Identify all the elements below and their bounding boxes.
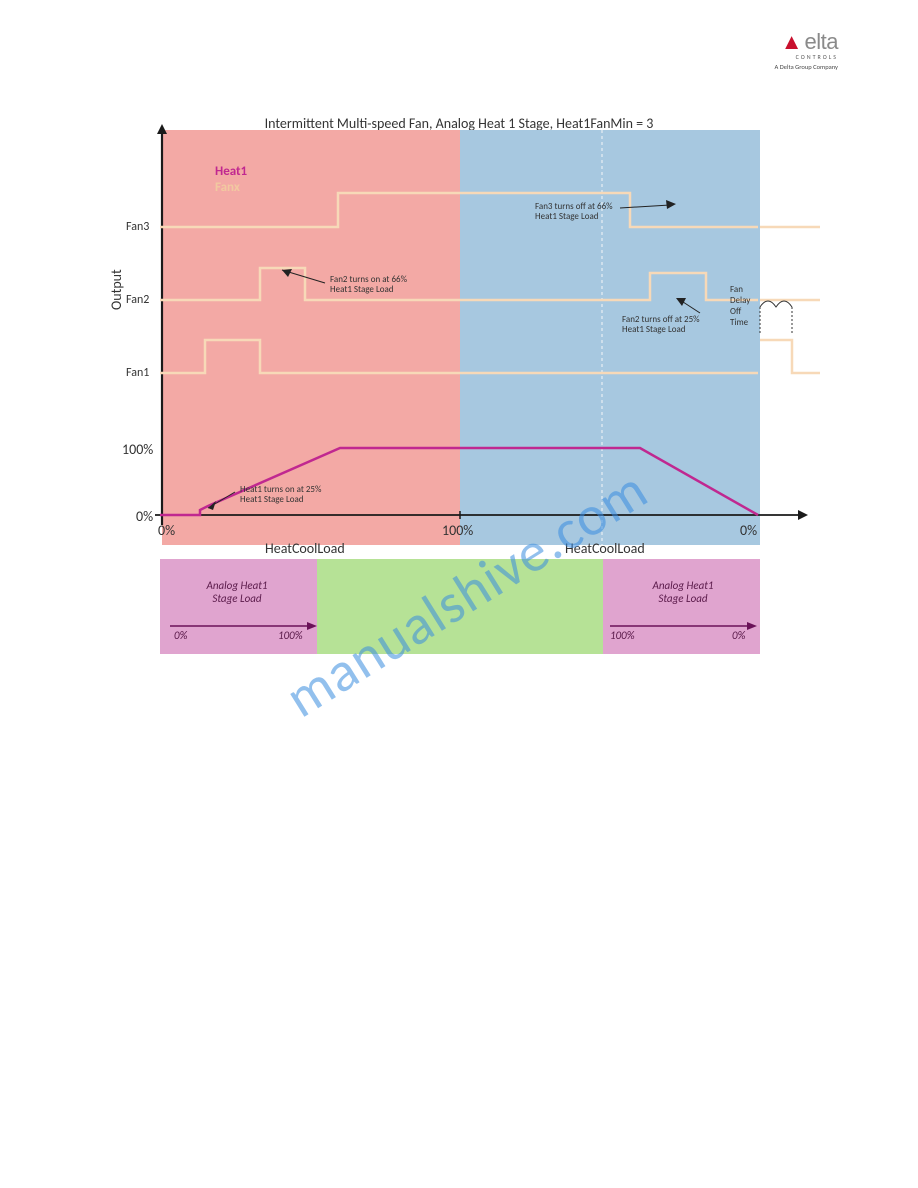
band-label-right: Analog Heat1 Stage Load bbox=[638, 579, 728, 605]
band-pct-right0: 0% bbox=[732, 629, 745, 642]
main-plot: Heat1 Fanx Fan3 Fan2 Fan1 100% 0% 0% 100… bbox=[160, 130, 760, 545]
annot-fan2-off: Fan2 turns off at 25% Heat1 Stage Load bbox=[622, 315, 700, 336]
band-label-left-l1: Analog Heat1 bbox=[206, 579, 267, 592]
band-label-left-l2: Stage Load bbox=[212, 592, 261, 605]
logo-text: elta bbox=[805, 29, 838, 54]
tick-0pct: 0% bbox=[136, 508, 153, 525]
legend-fanx: Fanx bbox=[215, 180, 240, 195]
y-axis-label: Output bbox=[108, 269, 125, 310]
tick-fan2: Fan2 bbox=[126, 293, 149, 307]
logo-tagline: A Delta Group Company bbox=[775, 63, 838, 71]
bottom-band: Analog Heat1 Stage Load Analog Heat1 Sta… bbox=[160, 559, 760, 654]
xtick-right: 0% bbox=[740, 522, 757, 539]
xtick-mid: 100% bbox=[442, 522, 473, 539]
band-pct-left100: 100% bbox=[278, 629, 303, 642]
annot-fan2-off-l2: Heat1 Stage Load bbox=[622, 324, 686, 335]
annot-heat1-on-l2: Heat1 Stage Load bbox=[240, 494, 304, 505]
annot-fan2-off-l1: Fan2 turns off at 25% bbox=[622, 314, 700, 325]
legend-heat1: Heat1 bbox=[215, 164, 247, 179]
annot-fan2-on: Fan2 turns on at 66% Heat1 Stage Load bbox=[330, 275, 407, 296]
band-pct-right100: 100% bbox=[610, 629, 635, 642]
logo-triangle-icon: ▲ bbox=[781, 28, 803, 55]
xlabel-left: HeatCoolLoad bbox=[265, 540, 345, 557]
band-label-right-l1: Analog Heat1 bbox=[652, 579, 713, 592]
annot-heat1-on: Heat1 turns on at 25% Heat1 Stage Load bbox=[240, 485, 321, 506]
xtick-left: 0% bbox=[158, 522, 175, 539]
legend-fanx-label: Fanx bbox=[215, 180, 240, 195]
annot-fan3-off-l1: Fan3 turns off at 66% bbox=[535, 201, 613, 212]
tick-fan1: Fan1 bbox=[126, 366, 149, 380]
band-label-left: Analog Heat1 Stage Load bbox=[192, 579, 282, 605]
band-label-right-l2: Stage Load bbox=[658, 592, 707, 605]
tick-100pct: 100% bbox=[122, 441, 153, 458]
tick-fan3: Fan3 bbox=[126, 220, 149, 234]
annot-fan2-on-l1: Fan2 turns on at 66% bbox=[330, 274, 407, 285]
brand-logo: ▲elta CONTROLS A Delta Group Company bbox=[775, 28, 838, 71]
band-green bbox=[317, 559, 603, 654]
annot-fan2-on-l2: Heat1 Stage Load bbox=[330, 284, 394, 295]
annot-fan3-off-l2: Heat1 Stage Load bbox=[535, 211, 599, 222]
delay-brace-icon bbox=[760, 301, 792, 307]
annot-fan-delay: Fan Delay Off Time bbox=[730, 284, 760, 328]
band-pct-left0: 0% bbox=[174, 629, 187, 642]
fan1-tail1 bbox=[760, 340, 820, 373]
bottom-band-svg bbox=[160, 559, 760, 654]
legend-heat1-label: Heat1 bbox=[215, 164, 247, 179]
xlabel-right: HeatCoolLoad bbox=[565, 540, 645, 557]
annot-heat1-on-l1: Heat1 turns on at 25% bbox=[240, 484, 321, 495]
annot-fan3-off: Fan3 turns off at 66% Heat1 Stage Load bbox=[535, 202, 613, 223]
x-axis-arrow-icon bbox=[798, 510, 808, 520]
